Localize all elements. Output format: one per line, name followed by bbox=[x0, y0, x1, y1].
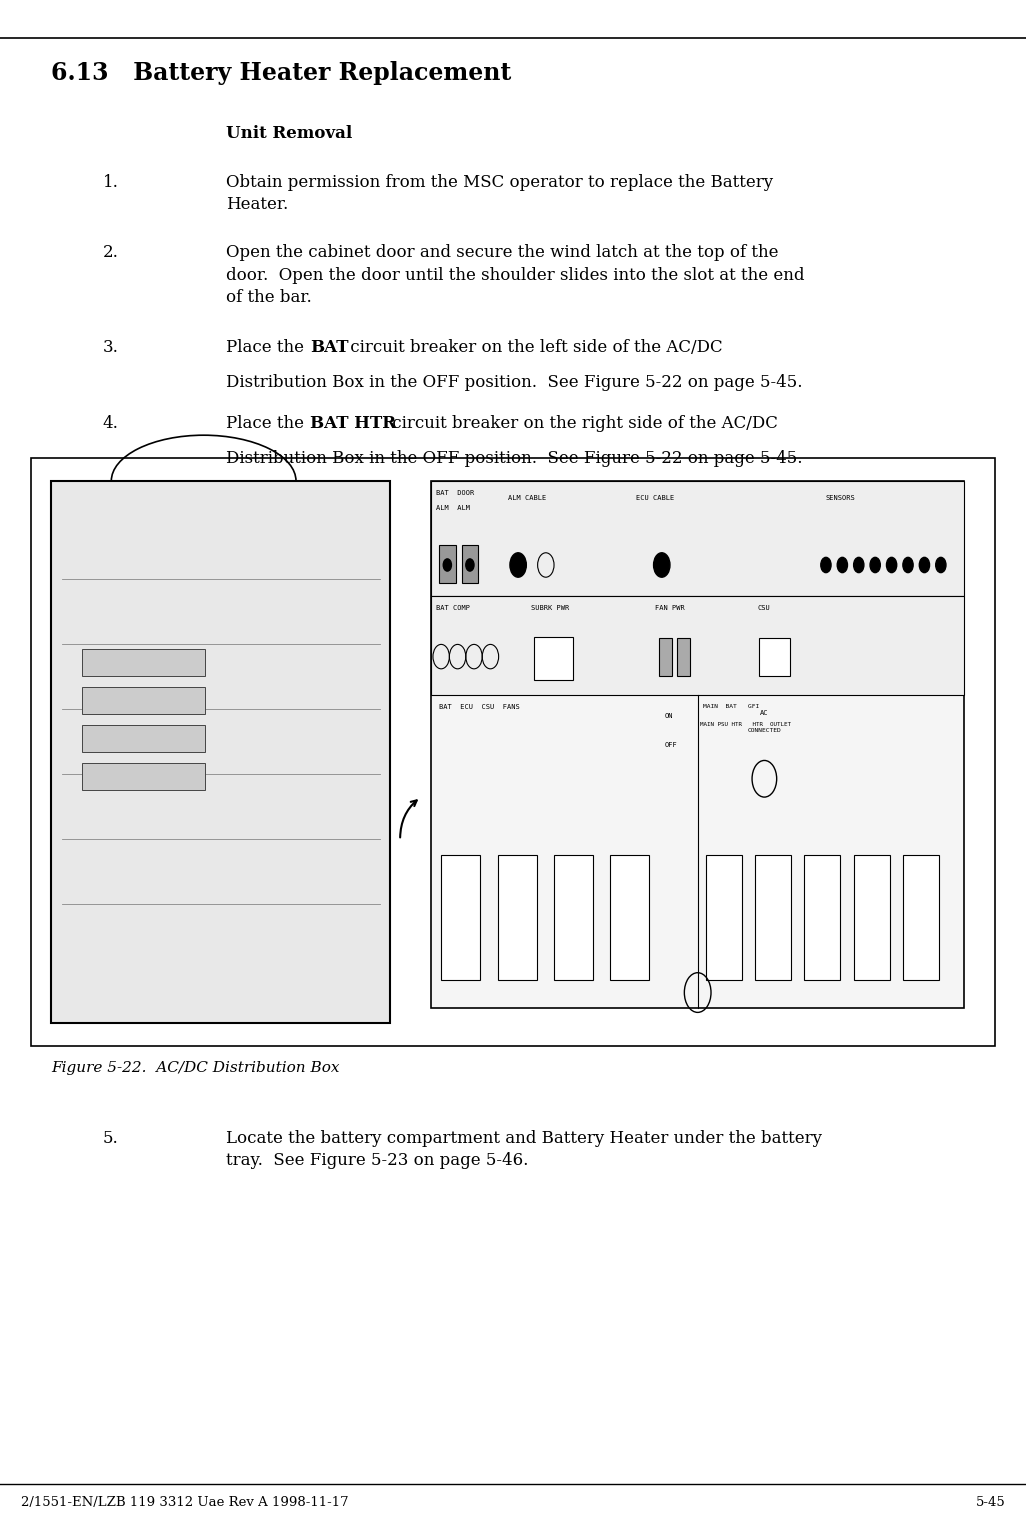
Text: 1.: 1. bbox=[103, 174, 118, 191]
Circle shape bbox=[854, 557, 864, 573]
Circle shape bbox=[870, 557, 880, 573]
Bar bbox=[677, 638, 690, 676]
Circle shape bbox=[654, 553, 670, 577]
Bar bbox=[431, 481, 964, 596]
Bar bbox=[534, 637, 573, 680]
Text: circuit breaker on the left side of the AC/DC: circuit breaker on the left side of the … bbox=[345, 339, 722, 356]
Circle shape bbox=[443, 559, 451, 571]
Bar bbox=[498, 855, 537, 980]
Bar bbox=[31, 458, 995, 1046]
Text: ALM  ALM: ALM ALM bbox=[436, 505, 470, 512]
Text: Figure 5-22.  AC/DC Distribution Box: Figure 5-22. AC/DC Distribution Box bbox=[51, 1061, 340, 1075]
Bar bbox=[659, 638, 672, 676]
Text: SUBRK PWR: SUBRK PWR bbox=[531, 605, 569, 611]
Text: CSU: CSU bbox=[757, 605, 770, 611]
Text: Place the: Place the bbox=[226, 339, 309, 356]
Bar bbox=[554, 855, 593, 980]
Bar bbox=[82, 687, 205, 715]
Text: Open the cabinet door and secure the wind latch at the top of the
door.  Open th: Open the cabinet door and secure the win… bbox=[226, 244, 804, 305]
Text: ECU CABLE: ECU CABLE bbox=[636, 495, 674, 501]
Text: 5-45: 5-45 bbox=[976, 1496, 1005, 1510]
Circle shape bbox=[466, 559, 474, 571]
Text: Place the: Place the bbox=[226, 415, 309, 432]
Bar bbox=[51, 481, 390, 1023]
Text: 2/1551-EN/LZB 119 3312 Uae Rev A 1998-11-17: 2/1551-EN/LZB 119 3312 Uae Rev A 1998-11… bbox=[21, 1496, 348, 1510]
Bar bbox=[804, 855, 840, 980]
Bar bbox=[706, 855, 742, 980]
Text: FAN PWR: FAN PWR bbox=[655, 605, 684, 611]
Bar bbox=[431, 596, 964, 695]
Bar bbox=[903, 855, 939, 980]
Text: BAT: BAT bbox=[310, 339, 349, 356]
Text: 2.: 2. bbox=[103, 244, 118, 261]
Text: MAIN PSU HTR   HTR  OUTLET: MAIN PSU HTR HTR OUTLET bbox=[700, 722, 791, 727]
Text: CONNECTED: CONNECTED bbox=[748, 728, 781, 733]
Text: Locate the battery compartment and Battery Heater under the battery
tray.  See F: Locate the battery compartment and Batte… bbox=[226, 1130, 822, 1170]
Text: BAT HTR: BAT HTR bbox=[310, 415, 396, 432]
Text: BAT  ECU  CSU  FANS: BAT ECU CSU FANS bbox=[439, 704, 520, 710]
Bar bbox=[462, 545, 478, 583]
Text: Unit Removal: Unit Removal bbox=[226, 125, 352, 142]
Bar bbox=[441, 855, 480, 980]
Circle shape bbox=[821, 557, 831, 573]
Circle shape bbox=[886, 557, 897, 573]
Text: 6.13   Battery Heater Replacement: 6.13 Battery Heater Replacement bbox=[51, 61, 512, 86]
Circle shape bbox=[919, 557, 930, 573]
Bar bbox=[82, 725, 205, 751]
Circle shape bbox=[837, 557, 847, 573]
Text: Distribution Box in the OFF position.  See Figure 5-22 on page 5-45.: Distribution Box in the OFF position. Se… bbox=[226, 374, 802, 391]
Text: OFF: OFF bbox=[665, 742, 677, 748]
Circle shape bbox=[510, 553, 526, 577]
Bar bbox=[82, 764, 205, 789]
Circle shape bbox=[936, 557, 946, 573]
Bar bbox=[82, 649, 205, 676]
Bar bbox=[610, 855, 649, 980]
Bar bbox=[854, 855, 890, 980]
Text: SENSORS: SENSORS bbox=[826, 495, 856, 501]
Bar bbox=[759, 638, 790, 676]
Text: 4.: 4. bbox=[103, 415, 118, 432]
Circle shape bbox=[903, 557, 913, 573]
Text: ON: ON bbox=[665, 713, 673, 719]
Bar bbox=[439, 545, 456, 583]
Bar bbox=[755, 855, 791, 980]
Text: circuit breaker on the right side of the AC/DC: circuit breaker on the right side of the… bbox=[387, 415, 778, 432]
Text: BAT COMP: BAT COMP bbox=[436, 605, 470, 611]
Text: ALM CABLE: ALM CABLE bbox=[508, 495, 546, 501]
Text: Obtain permission from the MSC operator to replace the Battery
Heater.: Obtain permission from the MSC operator … bbox=[226, 174, 773, 214]
Bar bbox=[431, 481, 964, 1008]
Text: AC: AC bbox=[760, 710, 768, 716]
Text: BAT  DOOR: BAT DOOR bbox=[436, 490, 474, 496]
Text: 5.: 5. bbox=[103, 1130, 118, 1147]
Text: 3.: 3. bbox=[103, 339, 118, 356]
Text: Distribution Box in the OFF position.  See Figure 5-22 on page 5-45.: Distribution Box in the OFF position. Se… bbox=[226, 450, 802, 467]
Text: MAIN  BAT   GFI: MAIN BAT GFI bbox=[703, 704, 759, 709]
